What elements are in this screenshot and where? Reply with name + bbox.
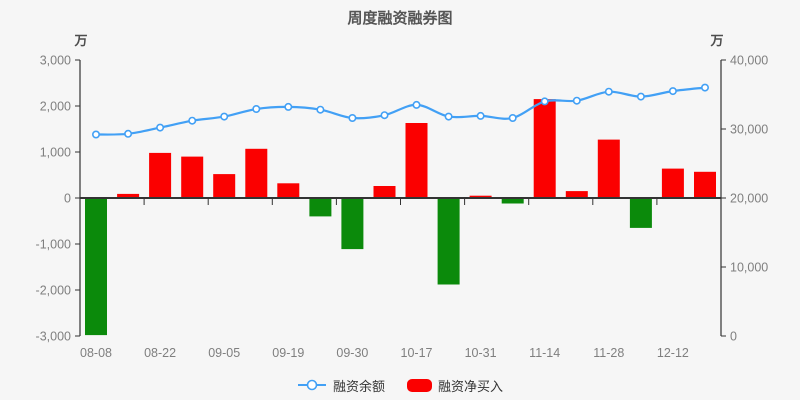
right-tick-label: 30,000	[730, 123, 768, 137]
x-tick-label: 10-31	[465, 346, 497, 360]
line-circle-icon	[297, 379, 326, 391]
line-marker-item-11[interactable]	[444, 112, 453, 121]
left-tick-label: 3,000	[40, 54, 71, 68]
line-marker-09-05[interactable]	[220, 112, 229, 121]
bar-item-15[interactable]	[565, 191, 588, 198]
line-marker-item-5[interactable]	[252, 105, 261, 114]
legend-item-bar-series[interactable]: 融资净买入	[407, 376, 503, 395]
bar-08-08[interactable]	[85, 198, 107, 336]
bar-item-7[interactable]	[309, 198, 332, 217]
right-tick-label: 20,000	[730, 192, 768, 206]
line-marker-09-19[interactable]	[284, 102, 293, 111]
legend-item-line-series[interactable]: 融资余额	[297, 376, 385, 395]
right-tick-label: 10,000	[730, 261, 768, 275]
chart-legend: 融资余额 融资净买入	[0, 373, 800, 397]
bar-item-11[interactable]	[437, 198, 460, 285]
bar-item-1[interactable]	[117, 193, 140, 198]
line-marker-08-08[interactable]	[92, 130, 101, 139]
chart-title: 周度融资融券图	[347, 10, 453, 27]
line-marker-11-14[interactable]	[540, 97, 549, 106]
line-marker-item-9[interactable]	[380, 111, 389, 120]
line-marker-09-30[interactable]	[348, 114, 357, 123]
legend-label-line-series: 融资余额	[332, 378, 385, 394]
x-tick-label: 08-22	[144, 346, 176, 360]
chart-plot-area: 3,000 2,000 1,000 0 -1,000 -2,000 -3,000 40,000…	[36, 33, 769, 360]
bar-09-30[interactable]	[341, 198, 364, 250]
line-marker-item-3[interactable]	[188, 116, 197, 125]
bar-item-19[interactable]	[694, 171, 716, 198]
bar-08-22[interactable]	[149, 152, 172, 198]
x-tick-label: 11-14	[529, 346, 560, 360]
line-marker-10-31[interactable]	[476, 111, 485, 120]
left-tick-label: 2,000	[40, 100, 71, 114]
line-marker-item-15[interactable]	[572, 96, 581, 105]
x-tick-label: 09-05	[208, 346, 240, 360]
left-tick-label: -2,000	[36, 284, 71, 298]
line-marker-item-7[interactable]	[316, 105, 325, 114]
bar-item-9[interactable]	[373, 186, 396, 198]
right-tick-label: 0	[730, 330, 737, 344]
bar-09-19[interactable]	[277, 183, 300, 198]
right-axis-name: 万	[709, 33, 723, 48]
bar-12-12[interactable]	[661, 168, 684, 198]
line-marker-item-1[interactable]	[124, 129, 133, 138]
x-tick-label: 09-30	[336, 346, 368, 360]
line-marker-08-22[interactable]	[156, 123, 165, 132]
x-tick-label: 11-28	[593, 346, 624, 360]
bar-item-5[interactable]	[245, 148, 268, 198]
line-series-path	[95, 86, 706, 136]
left-tick-label: -1,000	[36, 238, 71, 252]
x-tick-label: 08-08	[80, 346, 112, 360]
left-tick-label: 1,000	[40, 146, 71, 160]
line-marker-12-12[interactable]	[668, 87, 677, 96]
bar-11-28[interactable]	[597, 139, 620, 198]
bar-item-3[interactable]	[181, 156, 204, 198]
left-axis-name: 万	[73, 33, 87, 48]
x-tick-label: 10-17	[401, 346, 433, 360]
line-marker-10-17[interactable]	[412, 100, 421, 109]
bar-11-14[interactable]	[533, 99, 556, 198]
left-tick-label: -3,000	[36, 330, 71, 344]
line-marker-item-17[interactable]	[636, 92, 645, 101]
bar-10-17[interactable]	[405, 123, 428, 198]
x-tick-label: 12-12	[657, 346, 689, 360]
bar-item-13[interactable]	[501, 198, 524, 204]
bar-swatch-icon	[407, 378, 432, 392]
bar-item-17[interactable]	[629, 198, 652, 228]
line-marker-item-19[interactable]	[700, 83, 709, 92]
line-marker-11-28[interactable]	[604, 87, 613, 96]
line-marker-item-13[interactable]	[508, 114, 517, 123]
legend-label-bar-series: 融资净买入	[438, 378, 504, 394]
x-tick-label: 09-19	[272, 346, 304, 360]
bar-09-05[interactable]	[213, 174, 236, 198]
left-tick-label: 0	[64, 192, 71, 206]
bar-10-31[interactable]	[469, 195, 492, 198]
right-tick-label: 40,000	[730, 54, 768, 68]
